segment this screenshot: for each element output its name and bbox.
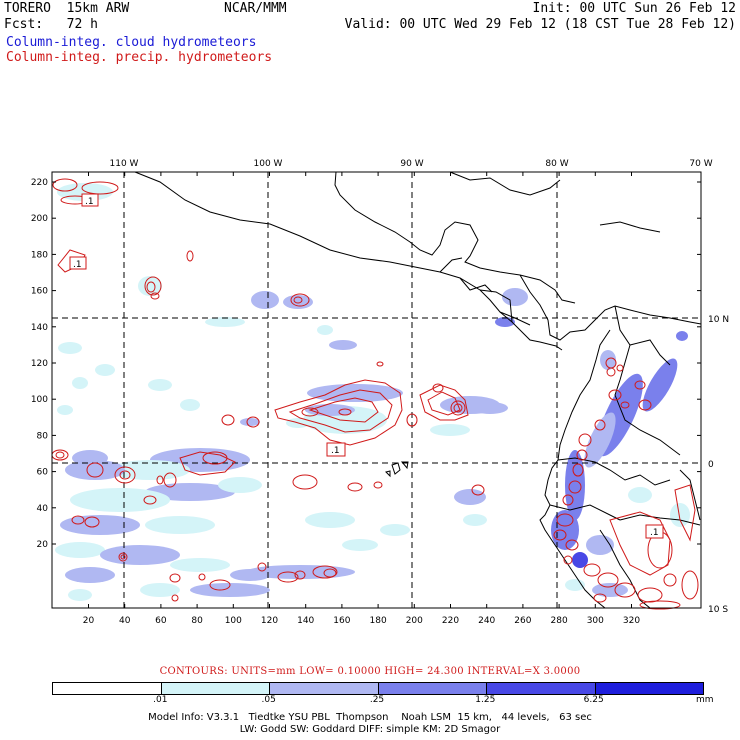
valid-time: Valid: 00 UTC Wed 29 Feb 12 (18 CST Tue …	[344, 17, 736, 32]
x-tick-label: 100	[225, 616, 242, 626]
y-tick-label: 20	[37, 540, 49, 550]
map-frame	[51, 171, 702, 609]
colorbar-label: .25	[369, 695, 385, 705]
colorbar-segment	[486, 683, 595, 694]
model-title: TORERO 15km ARW	[4, 1, 130, 16]
y-tick-label: 80	[37, 431, 49, 441]
x-tick-label: 220	[442, 616, 459, 626]
contour-info: CONTOURS: UNITS=mm LOW= 0.10000 HIGH= 24…	[159, 666, 581, 677]
legend-cloud-hydrometeors: Column-integ. cloud hydrometeors	[6, 35, 257, 50]
colorbar-segment	[53, 683, 161, 694]
colorbar-labels: .01 .05 .25 1.25 6.25	[52, 695, 702, 707]
colorbar-segment	[269, 683, 378, 694]
longitude-label: 100 W	[254, 159, 283, 169]
x-tick-label: 180	[370, 616, 387, 626]
model-info-line1: Model Info: V3.3.1 Tiedtke YSU PBL Thomp…	[148, 712, 592, 723]
y-tick-label: 100	[31, 395, 48, 405]
x-tick-label: 280	[551, 616, 568, 626]
org-label: NCAR/MMM	[224, 1, 287, 16]
contour-label-box	[69, 256, 87, 270]
y-tick-label: 60	[37, 468, 49, 478]
lat-lon-grid	[52, 172, 701, 608]
contour-label: .1	[73, 260, 82, 270]
contour-label: .1	[85, 197, 94, 207]
x-tick-label: 300	[587, 616, 604, 626]
forecast-hour: Fcst: 72 h	[4, 17, 98, 32]
colorbar-segment	[594, 683, 703, 694]
precip-hydrometeor-contours	[51, 178, 699, 610]
x-tick-label: 80	[191, 616, 203, 626]
y-tick-label: 180	[31, 250, 48, 260]
x-tick-label: 240	[478, 616, 495, 626]
init-time: Init: 00 UTC Sun 26 Feb 12	[532, 1, 737, 16]
contour-value-labels: .1 .1 .1 .1	[69, 193, 664, 539]
y-tick-label: 200	[31, 214, 48, 224]
latitude-label: 10 S	[708, 605, 728, 615]
y-tick-label: 120	[31, 359, 48, 369]
contour-label-box	[81, 193, 99, 207]
y-tick-label: 40	[37, 504, 49, 514]
x-tick-label: 200	[406, 616, 423, 626]
colorbar-label: 1.25	[475, 695, 496, 705]
colorbar-label: 6.25	[583, 695, 604, 705]
y-tick-label: 160	[31, 287, 48, 297]
latitude-label: 10 N	[708, 315, 729, 325]
model-info-line2: LW: Godd SW: Goddard DIFF: simple KM: 2D…	[239, 724, 501, 735]
colorbar-segment	[377, 683, 486, 694]
colorbar-label: .05	[261, 695, 276, 705]
y-axis-ticks: 220 200 180 160 140 120 100 80 60 40 20	[31, 178, 701, 550]
latitude-label: 0	[708, 460, 714, 470]
longitude-labels: 110 W 100 W 90 W 80 W 70 W	[110, 159, 713, 169]
colorbar-unit: mm	[696, 695, 714, 705]
longitude-label: 110 W	[110, 159, 139, 169]
longitude-label: 70 W	[689, 159, 712, 169]
x-tick-label: 320	[623, 616, 640, 626]
x-tick-label: 160	[333, 616, 350, 626]
coastlines-borders	[134, 171, 702, 609]
y-tick-label: 140	[31, 323, 48, 333]
colorbar-segment	[160, 683, 269, 694]
x-tick-label: 20	[83, 616, 95, 626]
colorbar-label: .01	[153, 695, 168, 705]
longitude-label: 80 W	[545, 159, 568, 169]
x-tick-label: 120	[261, 616, 278, 626]
x-tick-label: 40	[119, 616, 131, 626]
contour-label-box	[645, 524, 664, 539]
colorbar	[52, 682, 704, 695]
x-tick-label: 260	[514, 616, 531, 626]
contour-label-box	[326, 442, 346, 457]
latitude-labels: 10 N 0 10 S	[708, 315, 729, 615]
contour-label: .1	[650, 528, 659, 538]
x-axis-ticks: 20 40 60 80 100 120 140 160 180 200 220 240 260 280 30…	[83, 172, 640, 626]
x-tick-label: 60	[155, 616, 167, 626]
longitude-label: 90 W	[400, 159, 423, 169]
contour-label: .1	[331, 446, 340, 456]
y-tick-label: 220	[31, 178, 48, 188]
legend-precip-hydrometeors: Column-integ. precip. hydrometeors	[6, 50, 273, 65]
forecast-map: .1 .1 .1 .1 2202001801601401201008060402…	[31, 159, 729, 626]
x-tick-label: 140	[297, 616, 314, 626]
